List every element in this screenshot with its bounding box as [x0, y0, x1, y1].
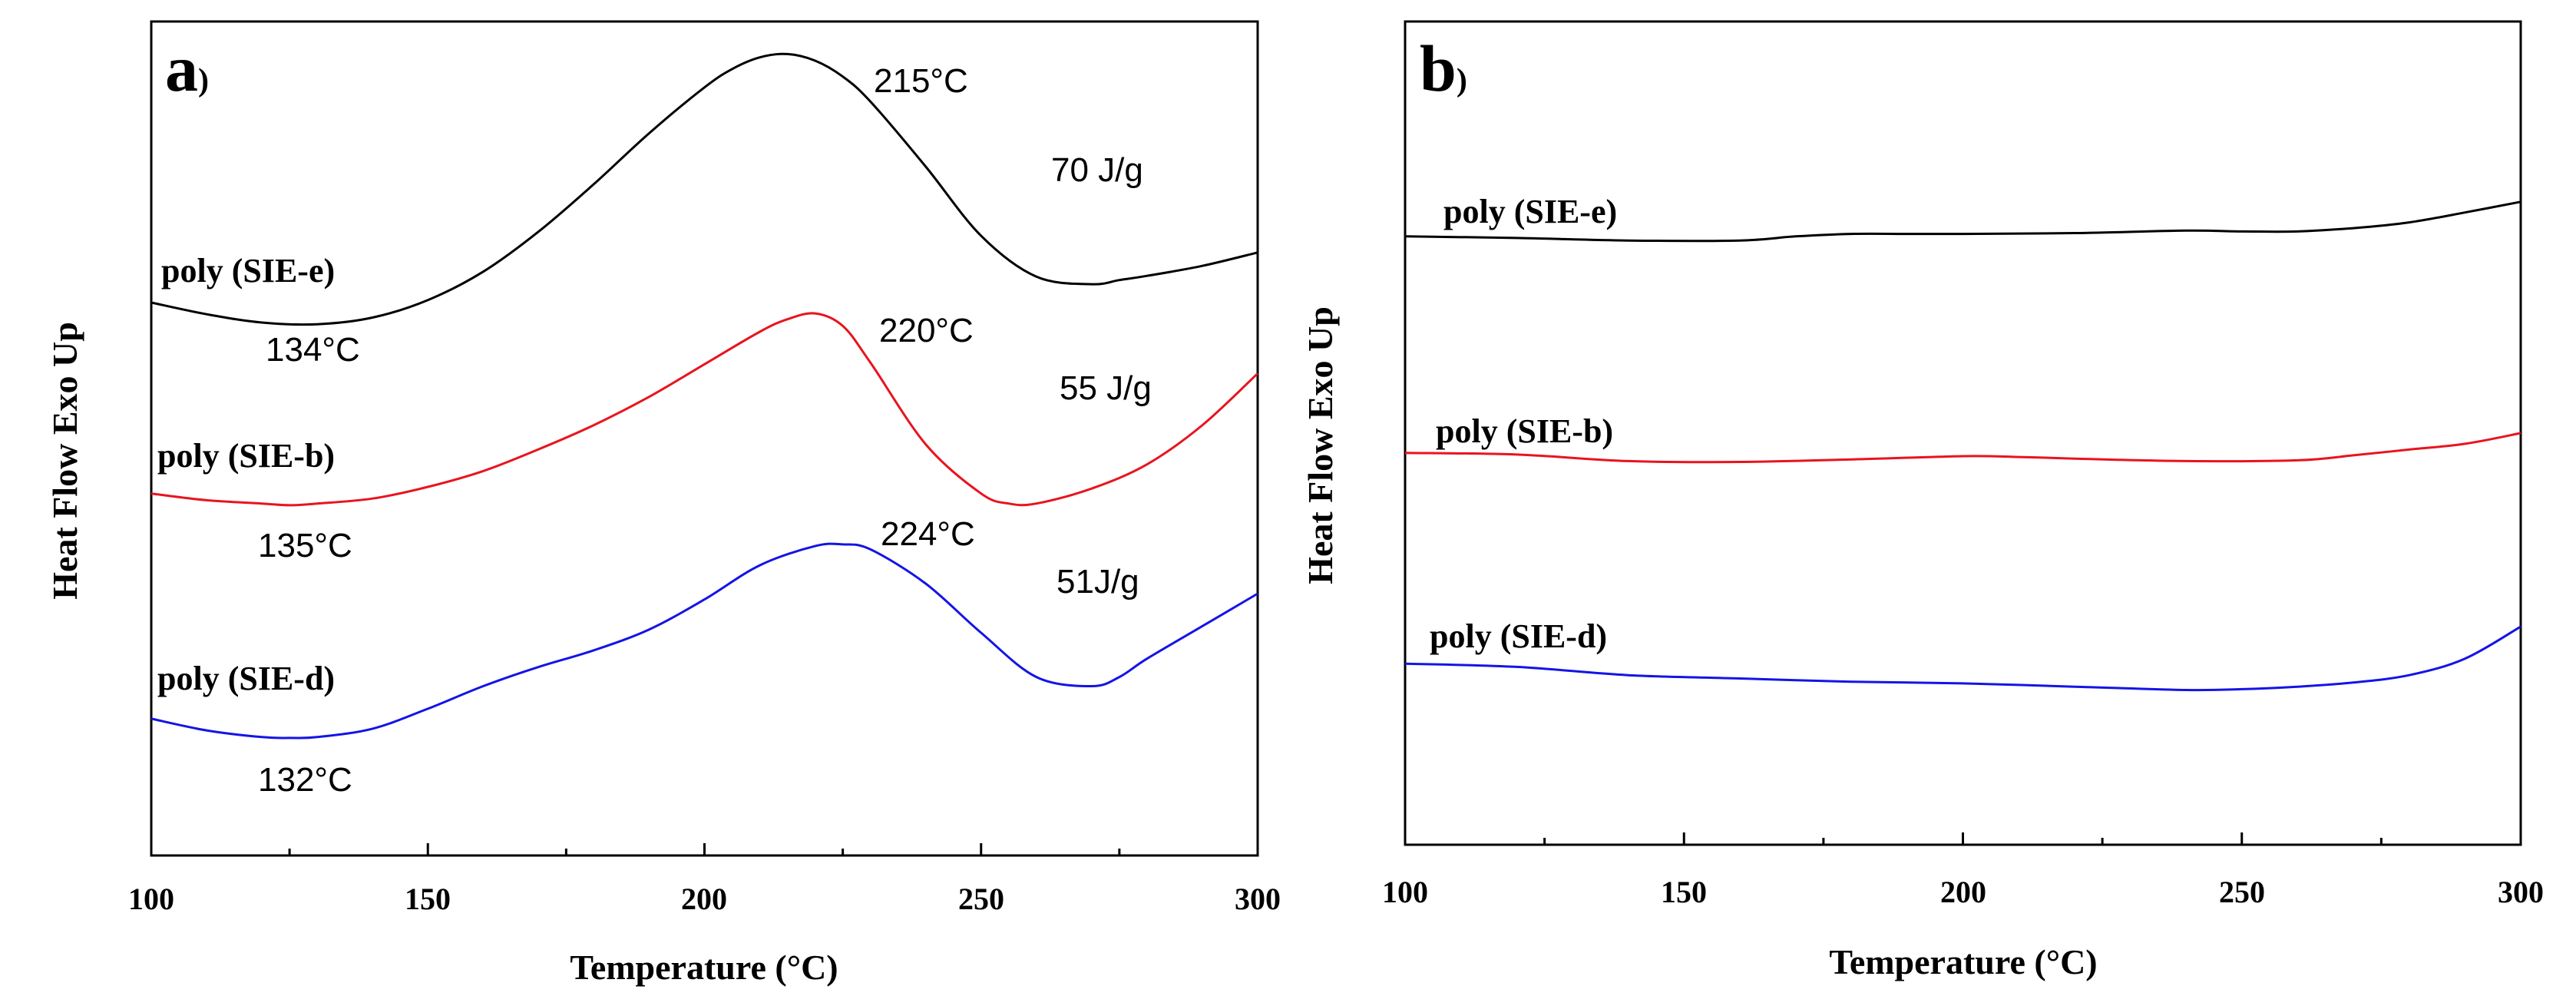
- panel-a-annotation-215c: 215°C: [874, 62, 968, 100]
- panel-b-x-axis-title: Temperature (°C): [1829, 942, 2097, 981]
- panel-a-tick-label-150: 150: [405, 882, 451, 916]
- panel-b-tick-label-100: 100: [1382, 875, 1428, 909]
- panel-a-tick-label-250: 250: [958, 882, 1004, 916]
- panel-a-tick-label-300: 300: [1235, 882, 1281, 916]
- panel-a-annotation-220c: 220°C: [879, 312, 974, 349]
- panel-a-series-label-sie-d: poly (SIE-d): [157, 660, 335, 697]
- panel-a-annotation-55jg: 55 J/g: [1060, 369, 1152, 407]
- panel-a-x-axis-title: Temperature (°C): [570, 948, 838, 987]
- panel-b-series-line-poly-sie-d: [1404, 625, 2521, 692]
- panel-b-label: b): [1420, 31, 1467, 105]
- panel-b-series-line-poly-sie-b: [1404, 432, 2521, 464]
- panel-b-y-axis-title: Heat Flow Exo Up: [1301, 306, 1340, 584]
- panel-a-annotation-51jg: 51J/g: [1057, 563, 1139, 601]
- panel-a-tick-label-100: 100: [128, 882, 174, 916]
- panel-a-label-paren: ): [198, 63, 209, 98]
- panel-b-tick-label-150: 150: [1661, 875, 1707, 909]
- panel-a-label: a): [165, 31, 209, 105]
- panel-a-label-letter: a: [165, 31, 198, 105]
- panel-a-annotation-132c: 132°C: [258, 761, 352, 799]
- panel-a-x-ticks: [288, 843, 1121, 855]
- panel-b-series-label-sie-d: poly (SIE-d): [1430, 617, 1607, 655]
- panel-b-series-label-sie-b: poly (SIE-b): [1436, 412, 1613, 450]
- panel-a-annotation-224c: 224°C: [881, 515, 975, 553]
- panel-a: a) 100 150 200 250 300 Temperature (°C) …: [45, 20, 1281, 987]
- panel-a-series-lines: [150, 52, 1259, 740]
- panel-b-label-letter: b: [1420, 31, 1457, 105]
- panel-b: b) 100 150 200 250 300 Temperature (°C) …: [1301, 20, 2544, 981]
- panel-a-annotation-135c: 135°C: [258, 527, 352, 564]
- panel-b-series-line-poly-sie-e: [1404, 200, 2521, 243]
- panel-a-annotation-70jg: 70 J/g: [1051, 151, 1143, 189]
- panel-b-tick-label-250: 250: [2219, 875, 2265, 909]
- panel-a-series-line-poly-sie-b: [150, 312, 1259, 507]
- panel-b-tick-label-200: 200: [1940, 875, 1986, 909]
- panel-b-series-lines: [1404, 200, 2521, 692]
- panel-a-y-axis-title: Heat Flow Exo Up: [45, 322, 84, 600]
- panel-b-series-label-sie-e: poly (SIE-e): [1443, 193, 1617, 230]
- panel-a-tick-label-200: 200: [681, 882, 727, 916]
- panel-b-x-ticks: [1543, 832, 2383, 845]
- panel-a-series-line-poly-sie-d: [150, 542, 1258, 740]
- panel-a-annotation-134c: 134°C: [266, 331, 360, 369]
- panel-a-series-line-poly-sie-e: [150, 52, 1258, 326]
- panel-a-series-label-sie-e: poly (SIE-e): [161, 252, 335, 290]
- panel-b-tick-label-300: 300: [2498, 875, 2544, 909]
- panel-b-label-paren: ): [1457, 63, 1467, 98]
- panel-a-series-label-sie-b: poly (SIE-b): [157, 437, 335, 475]
